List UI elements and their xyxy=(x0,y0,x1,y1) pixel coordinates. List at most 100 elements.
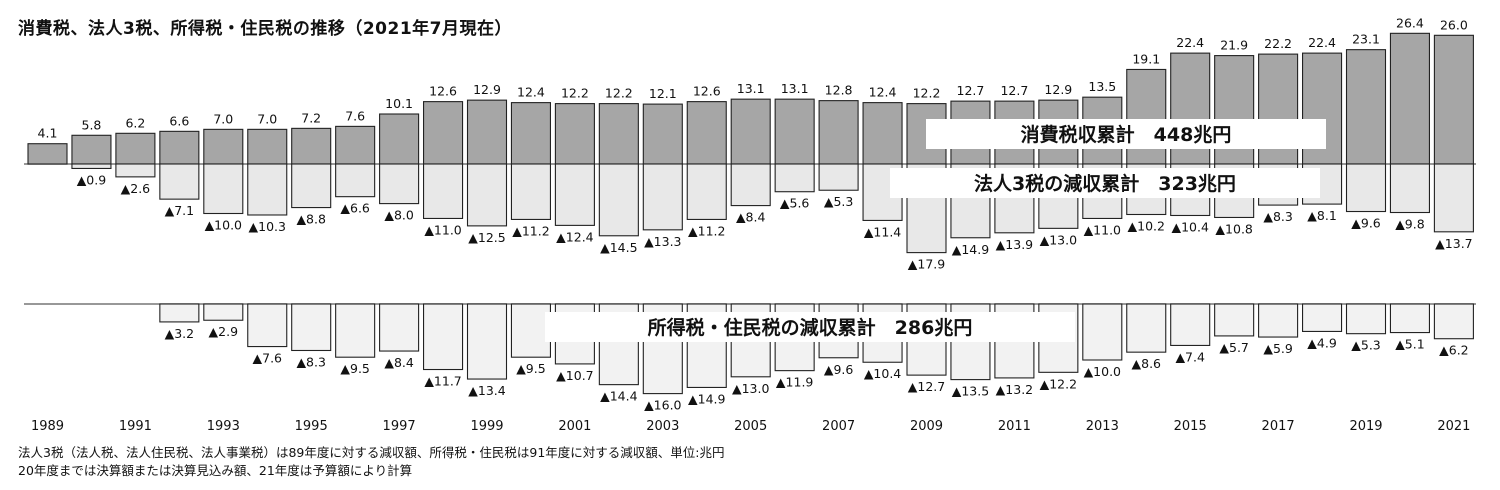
income-value-label: ▲8.6 xyxy=(1132,356,1162,371)
income-value-label: ▲6.2 xyxy=(1439,343,1469,358)
x-tick-label: 2015 xyxy=(1174,419,1207,434)
corporate-value-label: ▲13.3 xyxy=(644,234,681,249)
corporate-value-label: ▲10.2 xyxy=(1128,218,1165,233)
income-value-label: ▲13.0 xyxy=(732,381,769,396)
consumption-total-label: 消費税収累計 448兆円 xyxy=(1021,123,1232,146)
corporate-bar xyxy=(686,163,727,220)
corporate-bar xyxy=(1345,163,1387,213)
consumption-value-label: 19.1 xyxy=(1132,51,1160,66)
consumption-value-label: 21.9 xyxy=(1220,38,1248,53)
consumption-total-label-box xyxy=(926,119,1326,149)
consumption-value-label: 6.2 xyxy=(125,115,145,130)
corporate-value-label: ▲8.4 xyxy=(736,210,766,225)
income-bar xyxy=(1170,303,1211,346)
corporate-value-label: ▲8.3 xyxy=(1263,209,1293,224)
corporate-bar xyxy=(466,163,508,227)
consumption-bar xyxy=(422,101,464,165)
corporate-value-label: ▲0.9 xyxy=(77,172,107,187)
income-value-label: ▲9.5 xyxy=(516,361,546,376)
consumption-value-label: 12.7 xyxy=(957,83,985,98)
consumption-value-label: 12.6 xyxy=(429,84,457,99)
corporate-value-label: ▲9.8 xyxy=(1395,217,1425,232)
income-value-label: ▲7.6 xyxy=(253,351,283,366)
consumption-value-label: 12.2 xyxy=(913,86,941,101)
consumption-value-label: 12.2 xyxy=(605,86,633,101)
consumption-value-label: 26.4 xyxy=(1396,15,1424,30)
x-tick-label: 2011 xyxy=(998,419,1031,434)
income-value-label: ▲14.4 xyxy=(600,389,637,404)
income-bar xyxy=(1345,303,1387,335)
corporate-bar xyxy=(1389,163,1430,214)
corporate-value-label: ▲13.0 xyxy=(1040,232,1077,247)
x-tick-label: 2019 xyxy=(1349,419,1382,434)
consumption-value-label: 7.0 xyxy=(213,111,233,126)
consumption-value-label: 6.6 xyxy=(169,113,189,128)
income-bar xyxy=(1214,303,1255,337)
consumption-value-label: 22.4 xyxy=(1176,35,1204,50)
x-tick-label: 1991 xyxy=(119,419,152,434)
x-tick-label: 1999 xyxy=(470,419,503,434)
corporate-value-label: ▲11.4 xyxy=(864,224,901,239)
consumption-bar xyxy=(203,128,244,165)
corporate-value-label: ▲14.9 xyxy=(952,242,989,257)
consumption-bar xyxy=(598,103,639,165)
x-tick-label: 2005 xyxy=(734,419,767,434)
consumption-value-label: 12.6 xyxy=(693,84,721,99)
consumption-value-label: 5.8 xyxy=(82,117,102,132)
income-bar xyxy=(1126,303,1167,353)
x-tick-label: 2009 xyxy=(910,419,943,434)
corporate-total-label: 法人3税の減収累計 323兆円 xyxy=(974,172,1236,195)
x-tick-label: 1993 xyxy=(207,419,240,434)
income-bar xyxy=(379,303,420,352)
income-bar xyxy=(422,303,464,371)
corporate-bar xyxy=(247,163,288,216)
income-value-label: ▲13.5 xyxy=(952,384,989,399)
consumption-value-label: 4.1 xyxy=(38,126,58,141)
consumption-bar xyxy=(686,101,727,165)
value-labels-layer: 4.1 5.8 ▲0.9 6.2 ▲2.6 6.6 ▲7.1 ▲3.2 7.0 ▲10.0 ▲2.9… xyxy=(38,15,1473,412)
income-value-label: ▲5.3 xyxy=(1351,338,1381,353)
corporate-value-label: ▲12.5 xyxy=(468,230,505,245)
consumption-value-label: 7.6 xyxy=(345,108,365,123)
consumption-bar xyxy=(159,130,200,165)
income-value-label: ▲12.2 xyxy=(1040,376,1077,391)
income-bar xyxy=(247,303,288,348)
consumption-bar xyxy=(247,128,288,165)
corporate-bar xyxy=(774,163,815,193)
corporate-value-label: ▲9.6 xyxy=(1351,216,1381,231)
income-value-label: ▲13.4 xyxy=(468,383,505,398)
income-value-label: ▲4.9 xyxy=(1307,335,1337,350)
income-value-label: ▲5.7 xyxy=(1219,340,1249,355)
consumption-value-label: 7.2 xyxy=(301,110,321,125)
consumption-bar xyxy=(71,134,112,165)
corporate-bar xyxy=(510,163,552,220)
corporate-value-label: ▲7.1 xyxy=(165,203,195,218)
x-tick-label: 2007 xyxy=(822,419,855,434)
corporate-value-label: ▲10.8 xyxy=(1215,221,1252,236)
consumption-value-label: 10.1 xyxy=(385,96,413,111)
consumption-bar xyxy=(554,103,595,165)
x-tick-label: 2021 xyxy=(1437,419,1470,434)
income-value-label: ▲9.5 xyxy=(340,361,370,376)
income-value-label: ▲11.9 xyxy=(776,375,813,390)
income-value-label: ▲8.4 xyxy=(384,355,414,370)
corporate-bar xyxy=(335,163,376,198)
income-bar xyxy=(1433,303,1474,340)
corporate-value-label: ▲13.7 xyxy=(1435,236,1472,251)
consumption-value-label: 12.9 xyxy=(1044,82,1072,97)
x-tick-label: 1995 xyxy=(295,419,328,434)
corporate-value-label: ▲8.8 xyxy=(296,212,326,227)
corporate-value-label: ▲10.4 xyxy=(1171,219,1208,234)
corporate-value-label: ▲10.0 xyxy=(205,218,242,233)
corporate-bar xyxy=(203,163,244,215)
income-value-label: ▲9.6 xyxy=(824,362,854,377)
consumption-value-label: 23.1 xyxy=(1352,32,1380,47)
consumption-bar xyxy=(335,125,376,165)
consumption-value-label: 12.4 xyxy=(869,85,897,100)
x-tick-label: 2017 xyxy=(1262,419,1295,434)
x-tick-label: 1989 xyxy=(31,419,64,434)
income-bar xyxy=(466,303,508,380)
corporate-bar xyxy=(159,163,200,200)
consumption-value-label: 7.0 xyxy=(257,111,277,126)
